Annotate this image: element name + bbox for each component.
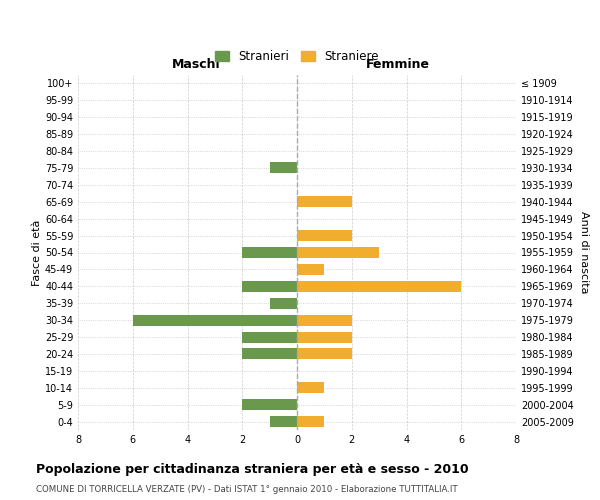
Bar: [269, 416, 297, 427]
Bar: [297, 416, 325, 427]
Bar: [242, 247, 297, 258]
Text: COMUNE DI TORRICELLA VERZATE (PV) - Dati ISTAT 1° gennaio 2010 - Elaborazione TU: COMUNE DI TORRICELLA VERZATE (PV) - Dati…: [36, 485, 458, 494]
Y-axis label: Anni di nascita: Anni di nascita: [579, 211, 589, 294]
Y-axis label: Fasce di età: Fasce di età: [32, 220, 42, 286]
Bar: [297, 264, 325, 275]
Text: Maschi: Maschi: [172, 58, 221, 71]
Bar: [297, 332, 352, 342]
Bar: [269, 298, 297, 308]
Bar: [242, 348, 297, 360]
Bar: [242, 281, 297, 292]
Bar: [133, 314, 297, 326]
Text: Popolazione per cittadinanza straniera per età e sesso - 2010: Popolazione per cittadinanza straniera p…: [36, 462, 469, 475]
Bar: [242, 332, 297, 342]
Legend: Stranieri, Straniere: Stranieri, Straniere: [210, 46, 384, 68]
Bar: [297, 382, 325, 393]
Bar: [269, 162, 297, 173]
Bar: [297, 348, 352, 360]
Text: Femmine: Femmine: [366, 58, 430, 71]
Bar: [297, 196, 352, 207]
Bar: [297, 314, 352, 326]
Bar: [297, 281, 461, 292]
Bar: [297, 247, 379, 258]
Bar: [297, 230, 352, 241]
Bar: [242, 399, 297, 410]
